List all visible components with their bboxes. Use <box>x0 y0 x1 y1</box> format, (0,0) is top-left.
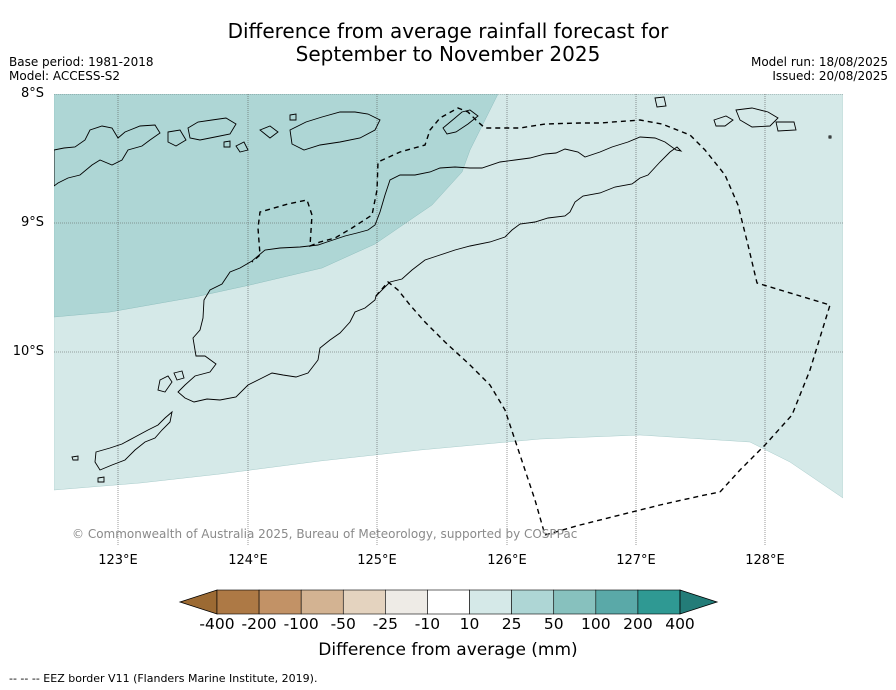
alor-islet-1 <box>259 125 279 139</box>
leti-islet <box>713 115 734 127</box>
map-title-line2: September to November 2025 <box>295 42 601 66</box>
semau-island <box>157 375 173 393</box>
lon-label-126e: 126°E <box>487 553 527 568</box>
lon-label-127e: 127°E <box>616 553 656 568</box>
lon-label-128e: 128°E <box>745 553 785 568</box>
colorbar-tick-label: 200 <box>623 615 653 633</box>
moa-island <box>735 107 779 128</box>
sermata-islet <box>828 135 832 139</box>
colorbar-cell <box>469 589 512 615</box>
coastlines <box>54 96 832 483</box>
wetar-small-2 <box>289 113 297 121</box>
alor-island <box>289 111 381 151</box>
rote-island <box>94 410 173 471</box>
colorbar-cell <box>258 589 302 615</box>
lakor-islet <box>775 121 797 132</box>
model-run-text: Model run: 18/08/2025 <box>750 55 888 69</box>
map-area <box>54 94 843 546</box>
wetar-island <box>442 109 479 135</box>
colorbar <box>178 589 719 615</box>
colorbar-tick-label: -100 <box>283 615 319 633</box>
lembata-island <box>187 117 237 141</box>
colorbar-cell <box>637 589 681 615</box>
meta-left: Base period: 1981-2018 Model: ACCESS-S2 <box>9 55 154 83</box>
colorbar-tick-label: 400 <box>665 615 695 633</box>
colorbar-tick-label: 10 <box>459 615 480 633</box>
meta-right: Model run: 18/08/2025 Issued: 20/08/2025 <box>751 55 888 83</box>
model-text: Model: ACCESS-S2 <box>9 69 121 83</box>
kisar-islet <box>654 96 667 108</box>
kupang-islet <box>173 370 185 381</box>
colorbar-tick-label: -10 <box>414 615 441 633</box>
ndao-islet <box>71 455 79 461</box>
alor-islet-2 <box>235 141 249 153</box>
colorbar-tick-label: 50 <box>543 615 564 633</box>
lon-label-125e: 125°E <box>357 553 397 568</box>
colorbar-low-extension <box>178 589 218 615</box>
lat-label-10s: 10°S <box>12 344 44 359</box>
colorbar-cell <box>342 589 386 615</box>
flores-island <box>54 124 161 187</box>
lon-label-124e: 124°E <box>228 553 268 568</box>
colorbar-cell <box>595 589 639 615</box>
issued-text: Issued: 20/08/2025 <box>772 69 888 83</box>
colorbar-cell <box>511 589 555 615</box>
pantar-island <box>167 129 187 147</box>
graticule <box>54 94 843 546</box>
colorbar-tick-label: -50 <box>330 615 356 633</box>
colorbar-tick-label: -400 <box>199 615 235 633</box>
copyright-text: © Commonwealth of Australia 2025, Bureau… <box>72 527 578 541</box>
colorbar-tick-label: 25 <box>501 615 522 633</box>
base-period-text: Base period: 1981-2018 <box>9 55 154 69</box>
wetar-small-1 <box>223 140 231 148</box>
colorbar-high-extension <box>679 589 719 615</box>
lon-label-123e: 123°E <box>98 553 138 568</box>
colorbar-tick-label: 100 <box>581 615 611 633</box>
colorbar-cells <box>216 589 681 615</box>
eez-border <box>251 107 831 536</box>
colorbar-cell <box>300 589 344 615</box>
eez-footer-note: -- -- -- EEZ border V11 (Flanders Marine… <box>9 672 318 685</box>
colorbar-cell <box>216 589 260 615</box>
timor-island <box>177 136 683 403</box>
map-title: Difference from average rainfall forecas… <box>0 20 896 66</box>
rote-islet <box>97 476 105 483</box>
colorbar-cell <box>553 589 597 615</box>
colorbar-cell <box>427 589 470 615</box>
lat-label-8s: 8°S <box>20 86 44 101</box>
colorbar-tick-label: -200 <box>241 615 277 633</box>
colorbar-tick-label: -25 <box>372 615 399 633</box>
lat-label-9s: 9°S <box>20 215 44 230</box>
colorbar-cell <box>385 589 428 615</box>
colorbar-title: Difference from average (mm) <box>318 640 578 660</box>
zone-high-region <box>54 94 499 318</box>
map-title-line1: Difference from average rainfall forecas… <box>227 19 669 43</box>
